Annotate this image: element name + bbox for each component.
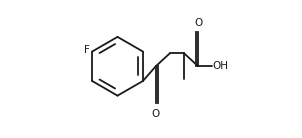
Text: O: O — [152, 109, 160, 119]
Text: OH: OH — [213, 61, 229, 71]
Text: O: O — [194, 18, 202, 28]
Text: F: F — [84, 45, 90, 55]
